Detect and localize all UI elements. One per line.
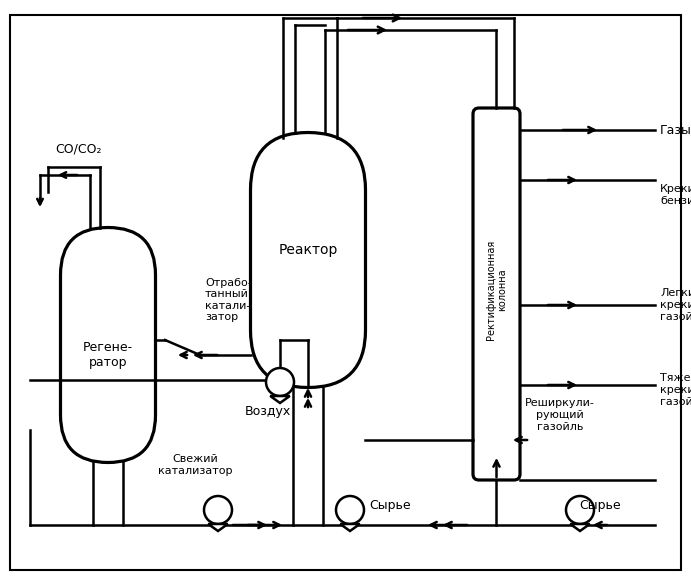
Text: Тяжелый
крекинг-
газойль: Тяжелый крекинг- газойль bbox=[660, 373, 691, 406]
Circle shape bbox=[566, 496, 594, 524]
Text: Легкий
крекинг-
газойль: Легкий крекинг- газойль bbox=[660, 289, 691, 322]
Text: Газы: Газы bbox=[660, 124, 691, 136]
Text: CO/CO₂: CO/CO₂ bbox=[55, 142, 102, 155]
Text: Свежий
катализатор: Свежий катализатор bbox=[158, 454, 232, 476]
Text: Воздух: Воздух bbox=[245, 405, 291, 418]
Text: Сырье: Сырье bbox=[579, 498, 621, 511]
FancyBboxPatch shape bbox=[61, 227, 155, 462]
Text: Регене-
ратор: Регене- ратор bbox=[83, 341, 133, 369]
Polygon shape bbox=[340, 524, 360, 531]
Circle shape bbox=[336, 496, 364, 524]
Polygon shape bbox=[570, 524, 590, 531]
Text: Реширкули-
рующий
газойль: Реширкули- рующий газойль bbox=[525, 398, 595, 431]
Text: Реактор: Реактор bbox=[278, 243, 338, 257]
Text: Крекинг-
бензин: Крекинг- бензин bbox=[660, 184, 691, 206]
Text: Отрабо-
танный
катали-
затор: Отрабо- танный катали- затор bbox=[205, 278, 252, 322]
FancyBboxPatch shape bbox=[251, 132, 366, 388]
Text: Ректификационная
колонна: Ректификационная колонна bbox=[486, 240, 507, 340]
FancyBboxPatch shape bbox=[473, 108, 520, 480]
Polygon shape bbox=[208, 524, 228, 531]
Circle shape bbox=[266, 368, 294, 396]
Circle shape bbox=[204, 496, 232, 524]
Text: Сырье: Сырье bbox=[369, 498, 411, 511]
Polygon shape bbox=[270, 396, 290, 403]
